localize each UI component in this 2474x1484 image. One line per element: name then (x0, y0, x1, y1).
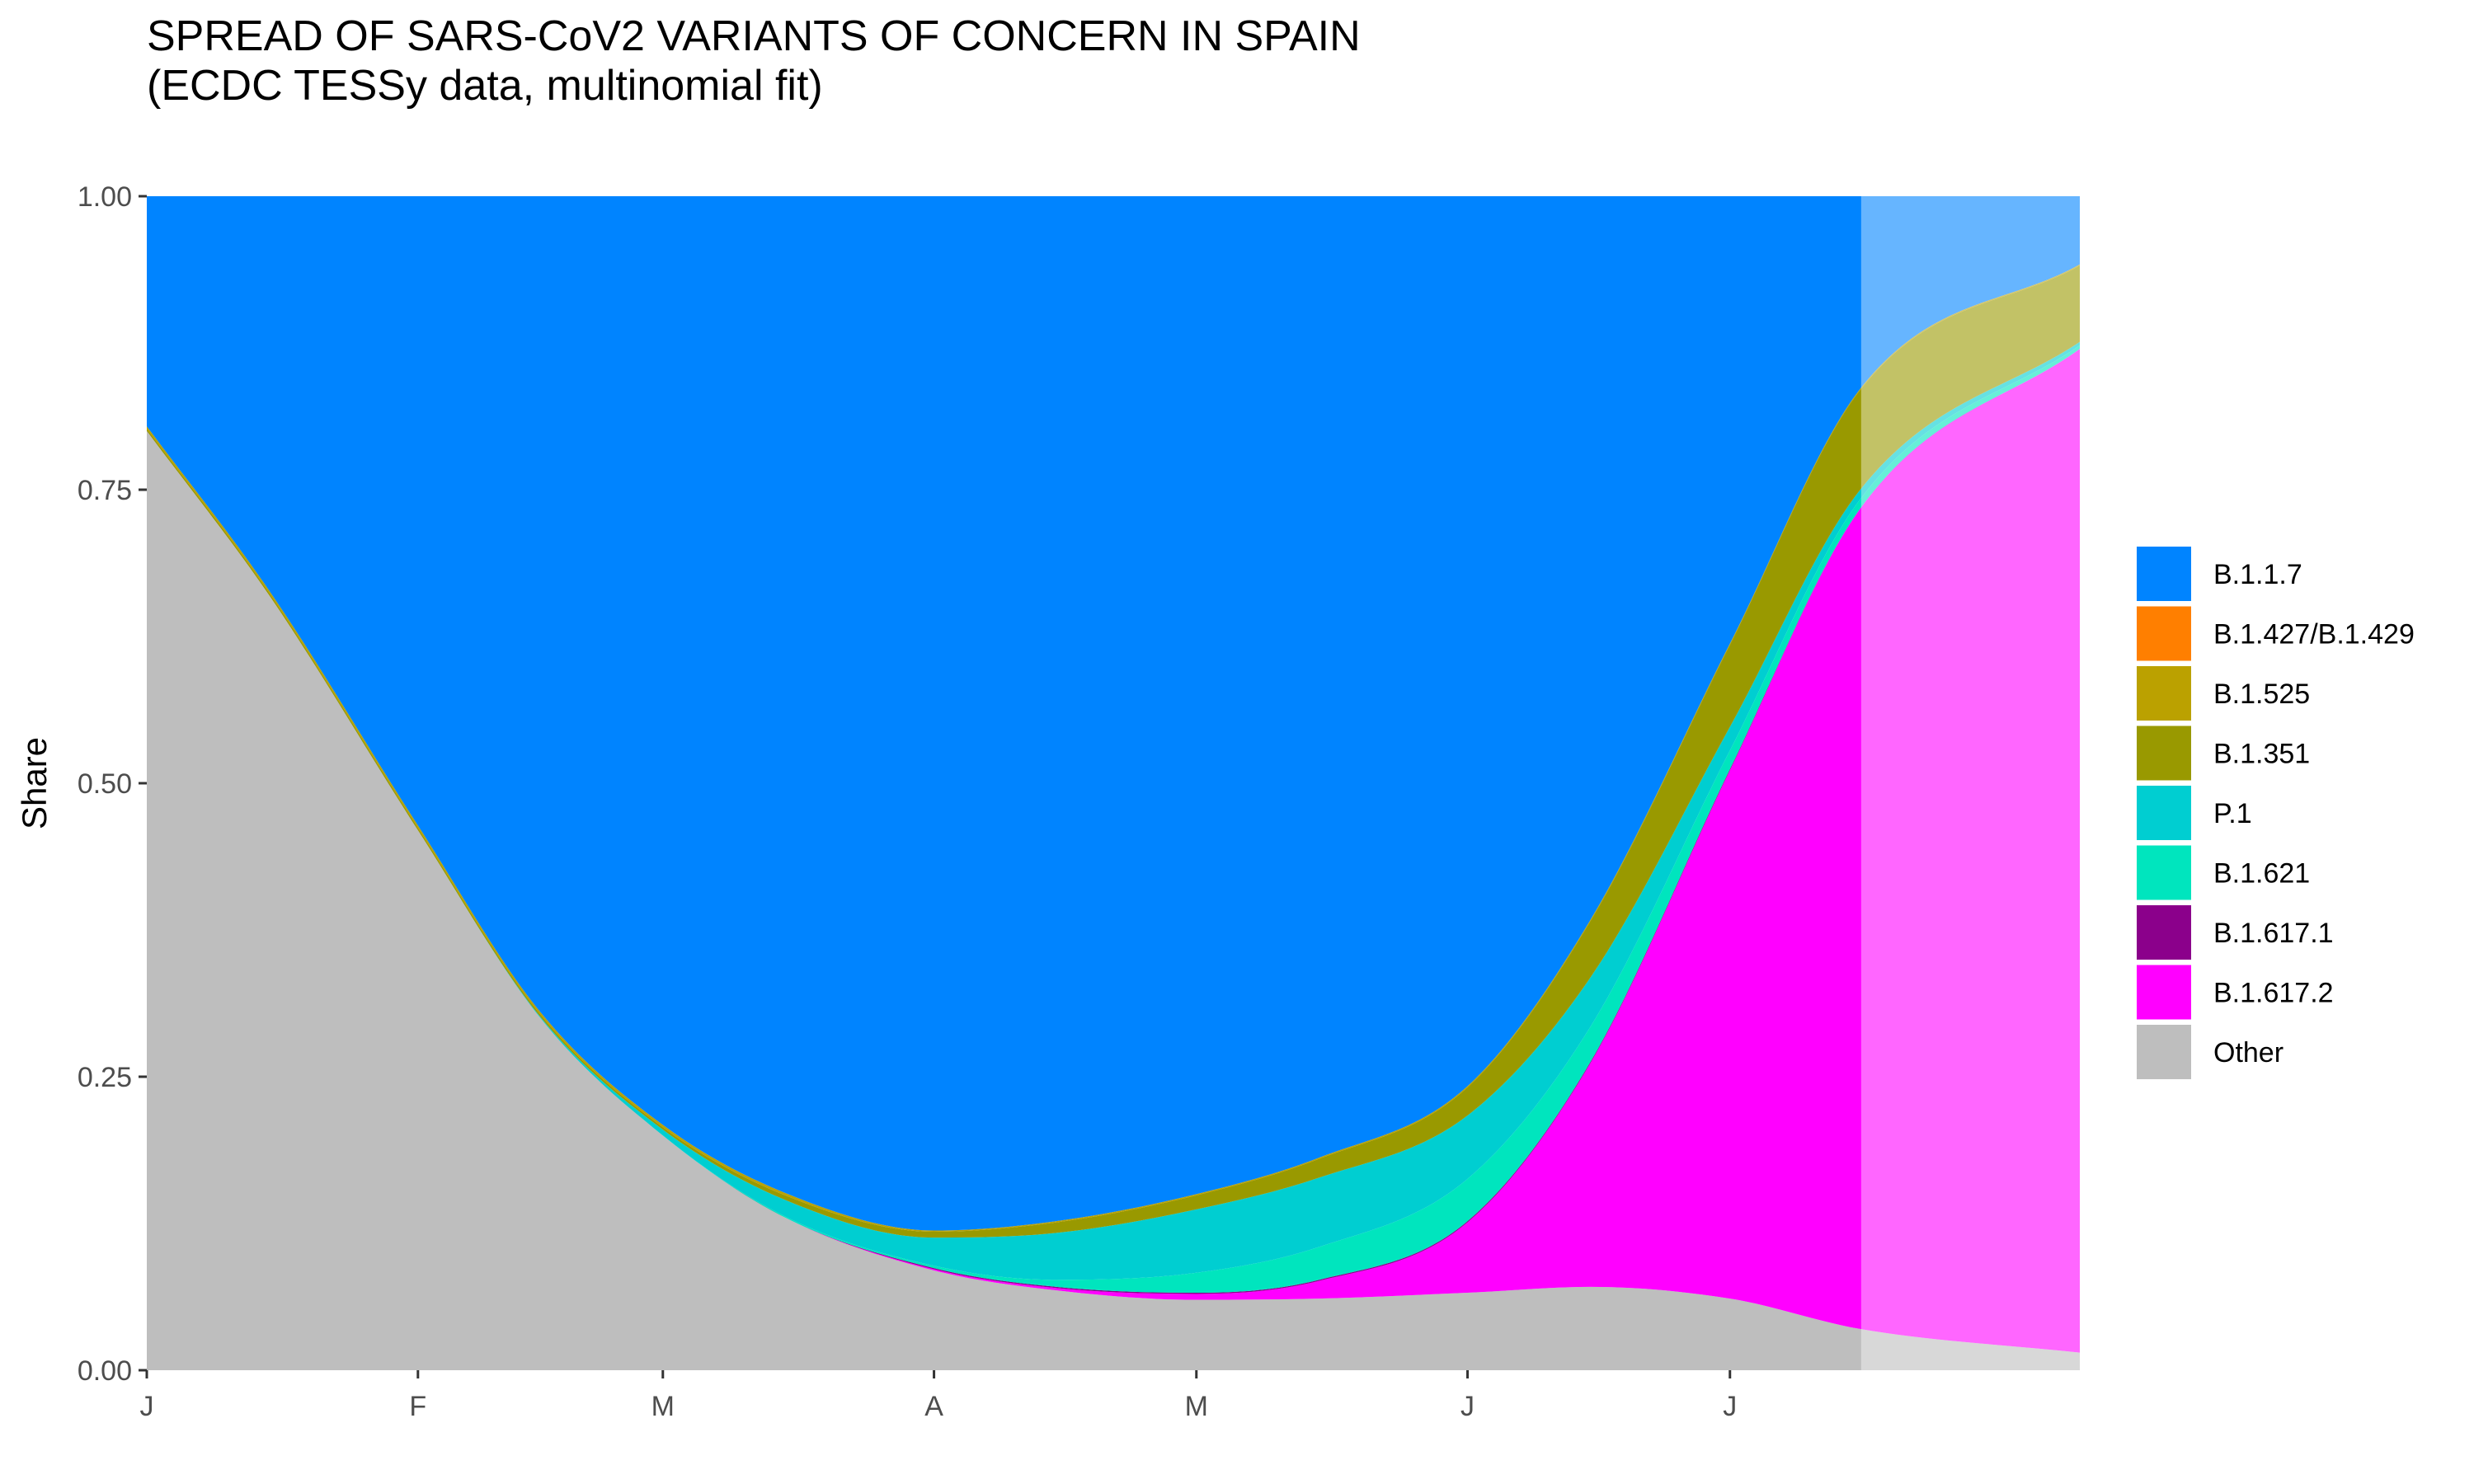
legend-item: B.1.617.2 (2135, 963, 2334, 1021)
area-p-1 (147, 341, 2080, 1280)
x-tick-label: A (924, 1391, 943, 1422)
legend-item: B.1.525 (2135, 665, 2310, 722)
legend-item: B.1.1.7 (2135, 545, 2302, 603)
legend-label: B.1.351 (2213, 739, 2310, 770)
chart-title: SPREAD OF SARS-CoV2 VARIANTS OF CONCERN … (147, 12, 1361, 60)
legend-label: B.1.617.1 (2213, 918, 2334, 949)
y-tick-label: 0.75 (78, 475, 132, 506)
legend-swatch (2135, 904, 2193, 961)
legend-swatch (2135, 1023, 2193, 1081)
legend-label: P.1 (2213, 798, 2252, 829)
y-tick-label: 1.00 (78, 181, 132, 213)
area-b-1-1-7 (147, 196, 2080, 1231)
y-axis-title: Share (15, 737, 54, 829)
legend-item: B.1.427/B.1.429 (2135, 604, 2415, 663)
legend-label: B.1.427/B.1.429 (2213, 619, 2415, 650)
x-tick-label: M (651, 1391, 675, 1422)
legend-item: B.1.621 (2135, 843, 2310, 902)
x-tick-label: J (1723, 1391, 1737, 1422)
legend-item: B.1.617.1 (2135, 904, 2334, 961)
legend-swatch (2135, 843, 2193, 902)
chart-title-block: SPREAD OF SARS-CoV2 VARIANTS OF CONCERN … (147, 12, 1361, 110)
legend-label: B.1.617.2 (2213, 978, 2334, 1009)
x-tick-label: F (409, 1391, 426, 1422)
legend: B.1.1.7 B.1.427/B.1.429 B.1.525 B.1.351 P.1 B… (2135, 545, 2415, 1081)
area-b-1-351 (147, 265, 2080, 1238)
x-tick-label: J (1460, 1391, 1475, 1422)
y-tick-label: 0.00 (78, 1355, 132, 1387)
area-other (147, 430, 2080, 1370)
area-b-1-617-2 (147, 349, 2080, 1353)
legend-swatch (2135, 784, 2193, 842)
stacked-areas (147, 196, 2080, 1370)
legend-label: Other (2213, 1037, 2284, 1068)
legend-label: B.1.621 (2213, 858, 2310, 890)
y-axis: 0.00 0.25 0.50 0.75 1.00 (78, 181, 147, 1387)
legend-item: Other (2135, 1023, 2284, 1081)
legend-label: B.1.1.7 (2213, 559, 2302, 590)
legend-swatch (2135, 545, 2193, 603)
legend-swatch (2135, 604, 2193, 663)
extrapolation-overlay (1860, 196, 2080, 1370)
x-tick-label: M (1185, 1391, 1208, 1422)
legend-swatch (2135, 724, 2193, 782)
chart-subtitle: (ECDC TESSy data, multinomial fit) (147, 62, 823, 110)
legend-item: P.1 (2135, 784, 2252, 842)
legend-swatch (2135, 963, 2193, 1021)
legend-item: B.1.351 (2135, 724, 2310, 782)
legend-label: B.1.525 (2213, 679, 2310, 710)
x-tick-label: J (140, 1391, 154, 1422)
y-tick-label: 0.50 (78, 768, 132, 800)
y-tick-label: 0.25 (78, 1062, 132, 1093)
legend-swatch (2135, 665, 2193, 722)
